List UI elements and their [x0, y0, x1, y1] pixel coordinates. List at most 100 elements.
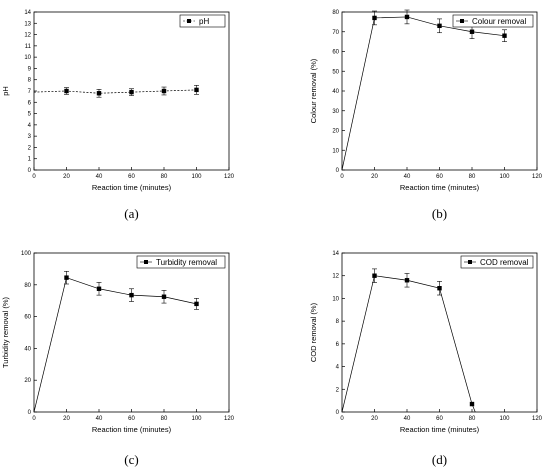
chart2-y-tick-label: 60	[332, 50, 339, 56]
chart4-x-tick-label: 100	[499, 416, 510, 422]
chart3-legend-label: Turbidity removal	[156, 258, 217, 267]
chart4-y-tick-label: 6	[336, 342, 340, 348]
chart1-y-tick-label: 4	[28, 123, 32, 129]
chart1-x-tick-label: 0	[32, 174, 36, 180]
chart3-legend: Turbidity removal	[136, 255, 226, 269]
chart3-panel-label: (c)	[124, 452, 138, 467]
chart4-x-tick-label: 60	[436, 416, 443, 422]
chart2-legend: Colour removal	[452, 14, 534, 28]
chart4-panel-label: (d)	[432, 452, 447, 467]
chart4-data-point	[469, 401, 475, 407]
chart4-data-point	[437, 286, 442, 291]
chart2-data-point	[437, 23, 442, 29]
chart3-y-axis-label: Turbidity removal (%)	[1, 297, 10, 368]
chart3-y-tick-label: 40	[24, 346, 31, 352]
chart2-legend-box	[452, 14, 534, 28]
chart1-y-tick-label: 13	[24, 21, 31, 27]
chart4-y-tick-label: 12	[332, 274, 339, 280]
chart4-x-tick-label: 20	[371, 416, 378, 422]
chart3-x-tick-label: 0	[32, 416, 36, 422]
chart4-y-tick-label: 2	[336, 387, 340, 393]
chart1-x-axis-label: Reaction time (minutes)	[92, 183, 172, 192]
chart1-y-axis-label: pH	[1, 86, 10, 96]
chart2-y-tick-label: 0	[336, 168, 340, 174]
chart3-y-tick-label: 20	[24, 378, 31, 384]
chart3-x-tick-label: 20	[63, 416, 70, 422]
chart4-plot-frame	[341, 252, 538, 413]
chart1-legend-marker	[187, 19, 191, 23]
chart2-legend-marker	[460, 19, 464, 23]
chart2: 0 20 40 60 80 100 120 0 10 20 30 40 50 60 70 80 Reaction…	[309, 9, 543, 221]
chart2-x-axis-label: Reaction time (minutes)	[400, 183, 480, 192]
chart4-data-point	[372, 273, 377, 278]
chart1-data-point	[96, 91, 102, 96]
chart1-y-tick-label: 9	[28, 66, 32, 72]
chart1-y-tick-label: 14	[24, 10, 31, 16]
chart1: 0 20 40 60 80 100 12001234567891011121314React…	[1, 10, 235, 221]
chart1-panel-label: (a)	[124, 206, 138, 221]
chart1-x-tick-label: 100	[191, 174, 202, 180]
chart2-y-tick-label: 80	[332, 10, 339, 16]
chart1-y-tick-label: 10	[24, 55, 31, 61]
chart2-x-tick-label: 80	[469, 174, 476, 180]
chart1-y-tick-label: 1	[28, 157, 32, 163]
chart2-plot-frame	[341, 11, 538, 171]
chart2-y-axis-label: Colour removal (%)	[309, 58, 318, 123]
chart2-x-tick-label: 0	[340, 174, 344, 180]
chart2-data-point	[469, 29, 475, 34]
chart1-y-tick-label: 11	[25, 44, 32, 50]
chart3-data-point	[64, 275, 69, 280]
chart4-y-tick-label: 10	[332, 296, 339, 302]
chart4-x-tick-label: 0	[340, 416, 344, 422]
chart1-y-tick-label: 0	[28, 168, 32, 174]
chart1-x-tick-label: 80	[161, 174, 168, 180]
chart1-y-tick-label: 6	[28, 100, 32, 106]
chart2-x-tick-label: 60	[436, 174, 443, 180]
chart3-y-tick-label: 60	[24, 315, 31, 321]
chart1-y-tick-label: 5	[28, 112, 32, 118]
chart1-y-tick-label: 8	[28, 78, 32, 84]
chart2-series-line	[341, 16, 505, 171]
chart2-y-tick-label: 10	[332, 148, 339, 154]
chart1-x-tick-label: 40	[96, 174, 103, 180]
chart1-series-line	[33, 89, 197, 94]
chart3-legend-box	[136, 255, 226, 269]
chart2-legend-label: Colour removal	[472, 17, 526, 26]
chart3-x-axis-label: Reaction time (minutes)	[92, 425, 172, 434]
chart2-x-tick-label: 120	[532, 174, 543, 180]
chart3-data-point	[194, 301, 199, 307]
chart1-data-point	[64, 88, 69, 94]
chart3-x-tick-label: 60	[128, 416, 135, 422]
chart2-x-tick-label: 20	[371, 174, 378, 180]
chart4-x-tick-label: 120	[532, 416, 543, 422]
chart4-legend-box	[460, 255, 534, 269]
chart4-y-tick-label: 0	[336, 410, 340, 416]
chart1-x-tick-label: 60	[128, 174, 135, 180]
chart2-y-tick-label: 40	[332, 89, 339, 95]
chart2-panel-label: (b)	[432, 206, 447, 221]
chart1-y-tick-label: 12	[24, 33, 31, 39]
chart4-legend: COD removal	[460, 255, 534, 269]
chart3-data-point	[129, 292, 134, 298]
chart1-x-tick-label: 120	[224, 174, 235, 180]
chart4-legend-marker	[468, 260, 472, 264]
chart4-x-axis-label: Reaction time (minutes)	[400, 425, 480, 434]
chart2-y-tick-label: 70	[332, 30, 339, 36]
chart3-y-tick-label: 100	[21, 251, 32, 257]
chart1-legend: pH	[179, 14, 226, 28]
chart2-data-point	[372, 15, 377, 21]
chart3-x-tick-label: 120	[224, 416, 235, 422]
chart2-y-tick-label: 50	[332, 69, 339, 75]
chart1-data-point	[129, 89, 134, 95]
chart3-x-tick-label: 40	[96, 416, 103, 422]
chart4-data-point	[404, 278, 410, 283]
chart4-y-tick-label: 14	[332, 251, 339, 257]
chart4-y-tick-label: 8	[336, 319, 340, 325]
chart1-y-tick-label: 7	[28, 89, 32, 95]
chart3-x-tick-label: 80	[161, 416, 168, 422]
chart3-y-tick-label: 80	[24, 283, 31, 289]
chart2-x-tick-label: 40	[404, 174, 411, 180]
chart4-legend-label: COD removal	[480, 258, 529, 267]
chart3-y-tick-label: 0	[28, 410, 32, 416]
